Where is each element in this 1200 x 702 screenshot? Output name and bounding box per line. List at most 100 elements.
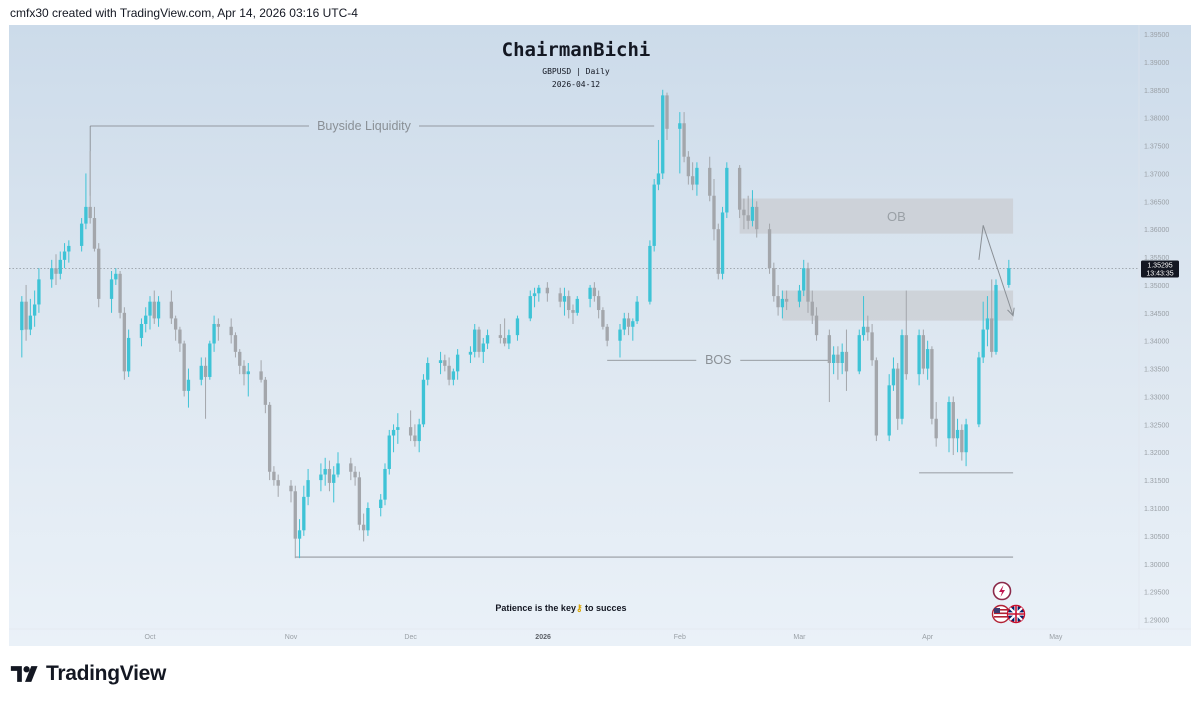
candle[interactable] — [682, 112, 686, 163]
candle[interactable] — [532, 287, 537, 308]
candle[interactable] — [990, 279, 994, 358]
candle[interactable] — [767, 223, 772, 274]
candle[interactable] — [20, 296, 24, 358]
candle[interactable] — [387, 429, 391, 475]
candle[interactable] — [772, 262, 776, 302]
candle[interactable] — [297, 519, 302, 559]
candle[interactable] — [246, 363, 250, 397]
candle[interactable] — [242, 360, 246, 386]
candle[interactable] — [50, 259, 54, 288]
candle[interactable] — [24, 284, 28, 341]
candle[interactable] — [686, 151, 691, 185]
candle[interactable] — [238, 349, 242, 375]
candle[interactable] — [515, 315, 520, 341]
candle[interactable] — [272, 466, 276, 486]
candle[interactable] — [156, 296, 161, 327]
candle[interactable] — [139, 318, 144, 347]
tradingview-brand[interactable]: TradingView — [10, 662, 166, 686]
candle[interactable] — [806, 262, 810, 313]
candle[interactable] — [887, 374, 891, 442]
candle[interactable] — [720, 206, 725, 280]
candle[interactable] — [528, 290, 532, 322]
candle[interactable] — [784, 290, 789, 311]
candle[interactable] — [836, 346, 840, 380]
candle[interactable] — [934, 402, 938, 447]
candle[interactable] — [349, 457, 353, 481]
candle[interactable] — [814, 307, 819, 341]
candle[interactable] — [302, 485, 306, 536]
candle[interactable] — [332, 466, 336, 503]
candle[interactable] — [955, 418, 960, 453]
candle[interactable] — [537, 284, 541, 302]
candle[interactable] — [54, 254, 58, 285]
candle[interactable] — [618, 323, 622, 358]
candle[interactable] — [447, 357, 451, 386]
candle[interactable] — [413, 424, 417, 447]
candle[interactable] — [656, 139, 661, 191]
candle[interactable] — [708, 156, 712, 202]
candle[interactable] — [28, 298, 33, 336]
candle[interactable] — [173, 315, 178, 341]
candle[interactable] — [635, 296, 639, 324]
candle[interactable] — [267, 402, 272, 481]
uk-flag-icon[interactable] — [1006, 604, 1026, 624]
candle[interactable] — [473, 323, 477, 358]
candle[interactable] — [233, 332, 238, 358]
candle[interactable] — [319, 463, 323, 492]
candle[interactable] — [485, 329, 490, 350]
candle[interactable] — [357, 471, 362, 531]
candle[interactable] — [32, 290, 37, 327]
projection-arrow[interactable] — [978, 225, 1014, 316]
candle[interactable] — [695, 162, 699, 196]
candle[interactable] — [904, 290, 908, 380]
candle[interactable] — [62, 243, 67, 269]
candle[interactable] — [199, 357, 203, 386]
candle[interactable] — [994, 279, 998, 355]
candle[interactable] — [396, 413, 400, 444]
candle[interactable] — [665, 92, 669, 140]
candle[interactable] — [776, 284, 780, 316]
candle[interactable] — [857, 329, 861, 375]
candle[interactable] — [379, 494, 383, 517]
candle[interactable] — [831, 346, 836, 375]
candle[interactable] — [921, 329, 926, 375]
candle[interactable] — [182, 340, 186, 397]
candle[interactable] — [263, 376, 268, 414]
candle[interactable] — [186, 368, 191, 408]
candle[interactable] — [178, 326, 182, 352]
candle[interactable] — [981, 301, 985, 364]
candle[interactable] — [558, 287, 562, 308]
candle[interactable] — [840, 343, 844, 375]
ob-zone[interactable] — [739, 198, 1014, 234]
candle[interactable] — [742, 198, 746, 230]
candle[interactable] — [455, 349, 460, 380]
candle[interactable] — [562, 287, 567, 316]
candle[interactable] — [208, 340, 212, 380]
candle[interactable] — [421, 374, 426, 428]
candle[interactable] — [755, 201, 759, 238]
candle[interactable] — [716, 223, 720, 280]
candle[interactable] — [438, 351, 443, 375]
candle[interactable] — [891, 357, 896, 391]
candle[interactable] — [964, 418, 968, 467]
candle[interactable] — [797, 284, 802, 308]
candle[interactable] — [353, 466, 357, 486]
candle[interactable] — [951, 396, 955, 456]
candle[interactable] — [144, 307, 148, 333]
candle[interactable] — [861, 296, 866, 341]
candle[interactable] — [79, 218, 84, 252]
candle[interactable] — [212, 315, 216, 352]
candle[interactable] — [408, 410, 413, 442]
candle[interactable] — [109, 271, 114, 313]
candle[interactable] — [652, 179, 656, 252]
candle[interactable] — [690, 162, 695, 191]
chart-area[interactable]: OB Buyside Liquidity BOS 1.29000 1.29500 1.… — [9, 25, 1191, 646]
candle[interactable] — [960, 424, 964, 461]
candle[interactable] — [507, 329, 511, 350]
candle[interactable] — [622, 312, 626, 336]
candle[interactable] — [900, 329, 904, 425]
candle[interactable] — [426, 357, 430, 386]
candle[interactable] — [874, 357, 879, 442]
candle[interactable] — [203, 357, 208, 419]
candle[interactable] — [567, 290, 571, 319]
